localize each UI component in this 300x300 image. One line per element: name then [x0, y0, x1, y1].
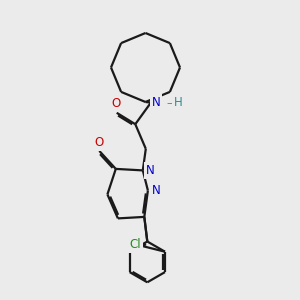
- Text: O: O: [112, 97, 121, 110]
- Text: N: N: [152, 96, 161, 109]
- Text: O: O: [94, 136, 103, 149]
- Text: –: –: [167, 98, 172, 108]
- Text: N: N: [152, 184, 161, 197]
- Text: H: H: [173, 96, 182, 109]
- Text: Cl: Cl: [129, 238, 141, 251]
- Text: N: N: [146, 164, 155, 177]
